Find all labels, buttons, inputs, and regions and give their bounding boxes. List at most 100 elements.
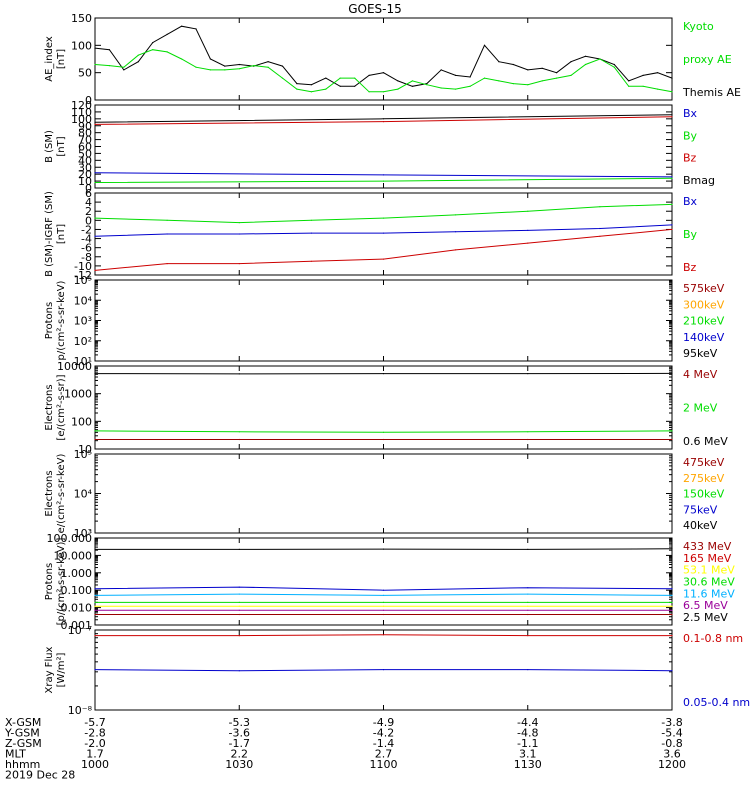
data-point — [628, 80, 630, 82]
legend-entry: 0.6 MeV — [683, 435, 728, 448]
y-axis-label: [nT] — [56, 136, 67, 156]
data-point — [411, 80, 413, 82]
data-point — [339, 85, 341, 87]
data-point — [599, 206, 601, 208]
x-row-label: X-GSM — [5, 716, 41, 729]
data-point — [613, 63, 615, 66]
x-row-label: Z-GSM — [5, 737, 42, 750]
data-point — [94, 605, 96, 607]
y-tick-label: 10.000 — [54, 549, 93, 562]
x-axis-labels: X-GSM -5.7 -5.3 -4.9 -4.4 -3.8 Y-GSM -2.8 -3.6 -4… — [4, 716, 686, 782]
y-tick-label: 10000 — [57, 360, 92, 373]
legend-entry: 165 MeV — [683, 552, 732, 565]
data-point — [123, 66, 125, 68]
y-axis-label: AE_index — [44, 36, 55, 82]
data-point — [238, 548, 240, 551]
data-point — [209, 69, 211, 71]
y-axis-label: [W/m²] — [56, 652, 67, 687]
data-point — [483, 77, 486, 79]
legend-entry: 210keV — [683, 315, 725, 328]
legend-entry: 575keV — [683, 282, 725, 295]
x-row-value: 1100 — [370, 758, 398, 771]
data-point — [469, 85, 471, 87]
data-point — [382, 609, 385, 611]
panel-electrons2: 10³ 10⁴ 10⁵ Electrons e/(cm²-s-sr-keV) 475keV… — [44, 448, 725, 540]
x-row-value: -5.3 — [229, 716, 250, 729]
data-point — [671, 114, 673, 116]
x-row-value: 1000 — [81, 758, 109, 771]
y-tick-label: 0.100 — [61, 584, 93, 597]
data-point — [527, 601, 529, 604]
data-point — [325, 88, 327, 90]
y-tick-label: 40 — [78, 154, 92, 167]
data-point — [455, 74, 457, 76]
legend-entry: By — [683, 129, 698, 142]
data-point — [671, 588, 673, 590]
x-row-value: -2.8 — [84, 727, 105, 740]
legend-entry: By — [683, 228, 698, 241]
y-tick-label: 80 — [78, 127, 92, 140]
data-point — [440, 69, 442, 71]
data-point — [152, 49, 154, 51]
y-tick-label: 30 — [78, 161, 92, 174]
data-point — [671, 548, 673, 550]
data-point — [426, 84, 428, 86]
data-point — [166, 263, 168, 265]
data-point — [556, 77, 558, 79]
data-point — [382, 438, 385, 441]
y-tick-label: 100 — [71, 113, 92, 126]
date-label: 2019 Dec 28 — [5, 769, 75, 782]
y-axis-label: [p/(cm²-s-sr-keV)] — [56, 538, 67, 626]
x-row-value: -4.4 — [517, 716, 538, 729]
data-point — [267, 61, 269, 63]
x-row-value: -4.2 — [373, 727, 394, 740]
legend-entry: 53.1 MeV — [683, 564, 735, 577]
y-axis-label: Xray Flux — [44, 646, 55, 693]
series-line-by — [94, 177, 673, 183]
y-tick-label: 100.000 — [47, 532, 93, 545]
data-point — [94, 123, 96, 125]
data-point — [238, 613, 240, 616]
data-point — [382, 174, 385, 176]
data-point — [382, 217, 385, 219]
panel-frame — [94, 279, 673, 362]
data-point — [382, 634, 385, 636]
data-point — [238, 63, 240, 66]
legend-entry: 2.5 MeV — [683, 611, 728, 624]
y-axis-label: Electrons — [44, 470, 55, 516]
data-point — [267, 66, 269, 68]
data-point — [527, 587, 529, 589]
data-point — [195, 66, 197, 68]
data-point — [238, 431, 240, 433]
y-axis-label: [e/(cm²-s-sr)] — [56, 374, 67, 440]
y-tick-label: 50 — [78, 147, 92, 160]
panel-frame — [94, 453, 673, 534]
x-row-value: 1200 — [658, 758, 686, 771]
data-point — [339, 77, 341, 79]
y-tick-label: 110 — [71, 106, 92, 119]
data-point — [94, 594, 96, 597]
data-point — [108, 49, 110, 51]
y-tick-label: 10⁻⁸ — [68, 704, 93, 717]
y-tick-label: 10 — [78, 175, 92, 188]
data-point — [671, 77, 673, 79]
data-point — [671, 438, 673, 441]
y-tick-label: 60 — [78, 141, 92, 154]
x-row-label: Y-GSM — [4, 727, 40, 740]
series-line-bz — [94, 116, 673, 125]
data-point — [382, 72, 385, 74]
legend-entry: 30.6 MeV — [683, 576, 735, 589]
data-point — [382, 118, 385, 120]
data-point — [440, 87, 442, 89]
y-tick-label: -8 — [81, 251, 92, 264]
data-point — [527, 548, 529, 551]
y-axis-label: Electrons — [44, 384, 55, 430]
data-point — [584, 63, 587, 66]
x-row-value: 2.7 — [375, 748, 393, 761]
y-tick-label: 10⁻⁷ — [68, 624, 92, 637]
x-row-value: 2.2 — [231, 748, 249, 761]
data-point — [94, 217, 96, 219]
x-row-value: -5.7 — [84, 716, 105, 729]
